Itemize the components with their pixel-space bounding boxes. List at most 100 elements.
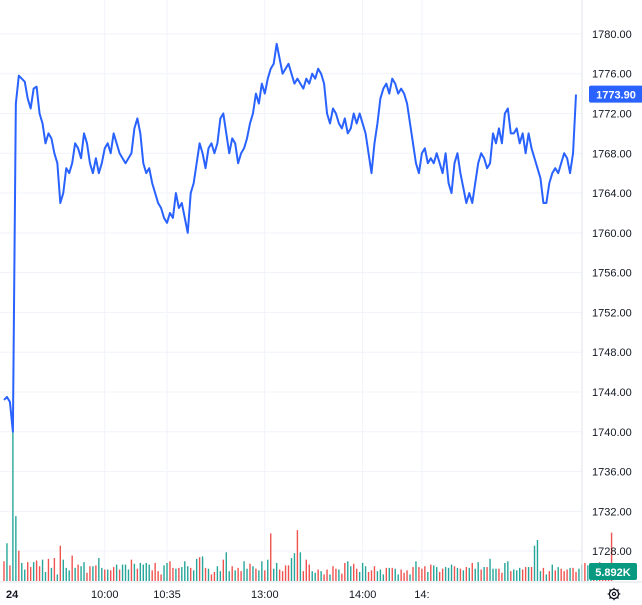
volume-bar (29, 567, 32, 581)
volume-bar (12, 421, 14, 581)
y-tick-label: 1768.00 (592, 148, 632, 160)
volume-bar (187, 566, 189, 581)
volume-bar (320, 571, 322, 581)
volume-bar (121, 564, 124, 581)
y-tick-label: 1732.00 (592, 506, 632, 518)
volume-bar (240, 571, 242, 581)
volume-bar (433, 565, 435, 581)
volume-bar (350, 566, 352, 581)
price-line (3, 42, 577, 433)
volume-bar (430, 564, 432, 581)
settings-button[interactable] (607, 587, 621, 601)
volume-bar (275, 562, 278, 581)
volume-bar (130, 559, 133, 581)
y-tick-label: 1752.00 (592, 307, 632, 319)
y-axis[interactable]: 1780.00 1776.00 1772.00 1768.00 1764.00 1760.… (581, 0, 632, 582)
y-tick-label: 1764.00 (592, 188, 632, 200)
grid-lines (0, 0, 582, 582)
last-volume-label: 5.892K (595, 567, 631, 579)
volume-bar (572, 567, 574, 581)
volume-bar (41, 559, 44, 581)
volume-bar (563, 571, 565, 581)
volume-bar (510, 571, 512, 581)
volume-bar (9, 565, 11, 581)
volume-bar (151, 570, 153, 581)
volume-bar (270, 533, 272, 581)
volume-bar (542, 567, 545, 581)
y-tick-label: 1772.00 (592, 108, 632, 120)
gear-icon[interactable] (607, 587, 621, 601)
last-price-label: 1773.90 (596, 90, 636, 102)
volume-bar (326, 569, 328, 581)
volume-bar (124, 564, 127, 581)
volume-bar (575, 571, 577, 581)
volume-bar (15, 516, 17, 581)
volume-bar (421, 568, 423, 581)
volume-bar (424, 566, 426, 581)
volume-bar (160, 574, 162, 581)
volume-bar (516, 570, 518, 581)
volume-bar (56, 574, 59, 581)
volume-bar (83, 562, 85, 581)
volume-bar (394, 568, 396, 581)
volume-bar (489, 558, 491, 581)
volume-bar (77, 564, 79, 581)
volume-bar (154, 562, 156, 581)
volume-bar (347, 561, 349, 581)
volume-bar (65, 567, 67, 581)
volume-bar (459, 568, 462, 581)
volume-bar (566, 569, 568, 581)
volume-bar (539, 571, 542, 581)
volume-bar (296, 530, 299, 581)
volume-bars (3, 421, 613, 581)
volume-bar (261, 561, 263, 581)
volume-bar (219, 571, 222, 581)
volume-bar (157, 571, 159, 581)
volume-bar (397, 574, 399, 581)
volume-bar (32, 562, 35, 581)
volume-bar (222, 559, 225, 581)
volume-bar (311, 571, 313, 581)
volume-bar (98, 558, 100, 581)
volume-bar (207, 568, 210, 581)
volume-bar (530, 567, 533, 581)
volume-bar (480, 569, 482, 581)
volume-bar (444, 567, 447, 581)
volume-bar (184, 561, 186, 581)
volume-bar (50, 567, 53, 581)
volume-bar (264, 570, 266, 581)
volume-bar (314, 572, 316, 581)
last-price-badge (589, 85, 642, 103)
x-tick-label: 13:00 (251, 589, 279, 601)
volume-bar (364, 566, 367, 581)
volume-bar (462, 570, 465, 581)
volume-bar (169, 561, 171, 581)
value-badges: 1773.90 5.892K (589, 85, 642, 580)
volume-bar (278, 569, 281, 581)
volume-bar (338, 569, 340, 581)
volume-bar (166, 562, 168, 581)
volume-bar (492, 568, 494, 581)
volume-bar (415, 561, 417, 581)
volume-bar (18, 550, 20, 581)
y-tick-label: 1748.00 (592, 347, 632, 359)
volume-bar (163, 565, 165, 581)
volume-bar (477, 562, 479, 581)
volume-bar (27, 562, 29, 581)
volume-bar (112, 567, 115, 581)
volume-bar (181, 567, 183, 581)
volume-bar (172, 567, 174, 581)
y-tick-label: 1736.00 (592, 467, 632, 479)
volume-bar (71, 555, 73, 581)
volume-bar (551, 564, 553, 581)
volume-bar (109, 570, 112, 581)
volume-bar (545, 574, 548, 581)
x-tick-label: 10:00 (91, 589, 119, 601)
volume-bar (44, 571, 47, 581)
volume-bar (225, 552, 227, 581)
volume-bar (195, 558, 198, 581)
volume-bar (498, 568, 500, 581)
x-axis[interactable]: 24 10:00 10:35 13:00 14:00 14: (0, 581, 642, 601)
